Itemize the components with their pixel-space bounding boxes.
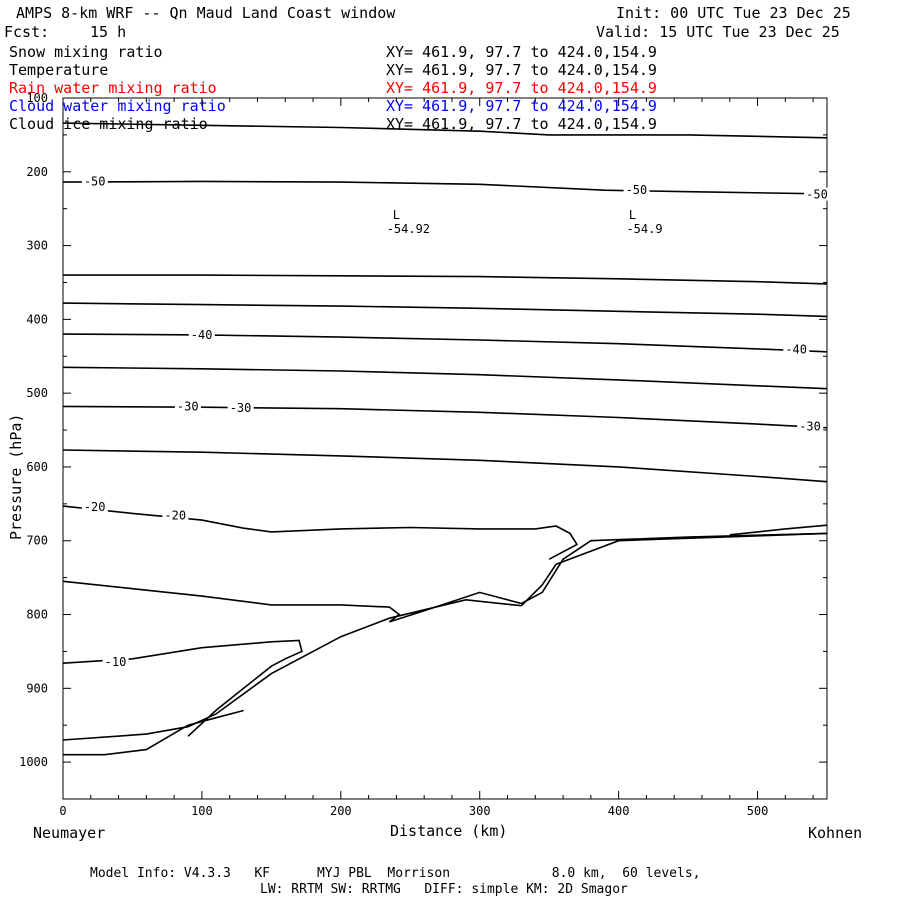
x-tick-label: 0 (59, 804, 66, 818)
low-marker: L (629, 208, 636, 222)
legend-name-cloud-ice: Cloud ice mixing ratio (9, 115, 208, 133)
contour-label-bg (188, 327, 215, 341)
legend-name-rain: Rain water mixing ratio (9, 79, 217, 97)
isotherm-line (62, 639, 303, 737)
y-tick-label: 200 (26, 165, 48, 179)
isotherm-line (62, 505, 579, 560)
legend-xy-snow: XY= 461.9, 97.7 to 424.0,154.9 (386, 43, 657, 61)
contour-label: -50 (84, 174, 106, 188)
contour-label-bg (797, 419, 824, 433)
isotherm-line (62, 449, 828, 483)
y-tick-label: 700 (26, 534, 48, 548)
contour-label-bg (227, 400, 254, 414)
isotherm-line (62, 180, 828, 195)
contour-label: -10 (105, 655, 127, 669)
isotherm-line (63, 709, 244, 756)
contour-label: -20 (84, 500, 106, 514)
low-marker: L (393, 208, 400, 222)
y-tick-label: 600 (26, 460, 48, 474)
contour-label-bg (174, 399, 201, 413)
y-tick-label: 100 (26, 91, 48, 105)
low-value: -54.9 (626, 222, 662, 236)
right-endpoint-label: Kohnen (808, 824, 863, 842)
isotherm-line (62, 122, 828, 139)
isotherm-line (62, 405, 828, 429)
contour-label-bg (804, 187, 831, 201)
contour-label-bg (162, 508, 189, 522)
legend-xy-cloud-water: XY= 461.9, 97.7 to 424.0,154.9 (386, 97, 657, 115)
isotherm-line (62, 366, 828, 390)
chart-title: AMPS 8-km WRF -- Qn Maud Land Coast wind… (16, 4, 396, 22)
contour-label-bg (102, 654, 129, 668)
left-endpoint-label: Neumayer (33, 824, 106, 842)
footer-model-info: Model Info: V4.3.3 KF MYJ PBL Morrison 8… (90, 866, 701, 881)
contour-label: -20 (164, 509, 186, 523)
low-value: -54.92 (387, 222, 430, 236)
legend-name-temperature: Temperature (9, 61, 109, 79)
y-tick-label: 900 (26, 681, 48, 695)
isotherm-line (729, 524, 828, 536)
init-time: Init: 00 UTC Tue 23 Dec 25 (616, 4, 851, 22)
x-tick-label: 200 (330, 804, 352, 818)
contour-label: -40 (191, 328, 213, 342)
contour-label-bg (81, 174, 108, 188)
x-tick-label: 100 (191, 804, 213, 818)
contour-label: -30 (177, 399, 199, 413)
footer-physics-info: LW: RRTM SW: RRTMG DIFF: simple KM: 2D S… (260, 882, 628, 897)
x-tick-label: 400 (608, 804, 630, 818)
forecast-label: Fcst: (4, 23, 50, 41)
legend-xy-temperature: XY= 461.9, 97.7 to 424.0,154.9 (386, 61, 657, 79)
contour-label-bg (783, 342, 810, 356)
y-tick-label: 1000 (19, 755, 48, 769)
isotherm-line (62, 333, 828, 353)
contour-label: -50 (626, 183, 648, 197)
contour-label: -30 (230, 401, 252, 415)
legend-xy-rain: XY= 461.9, 97.7 to 424.0,154.9 (386, 79, 657, 97)
isotherm-line (62, 532, 828, 741)
legend-name-cloud-water: Cloud water mixing ratio (9, 97, 226, 115)
y-tick-label: 500 (26, 386, 48, 400)
legend-name-snow: Snow mixing ratio (9, 43, 163, 61)
valid-time: Valid: 15 UTC Tue 23 Dec 25 (596, 23, 840, 41)
y-tick-label: 800 (26, 608, 48, 622)
isotherm-line (62, 532, 828, 623)
isotherm-line (62, 302, 828, 318)
y-tick-label: 300 (26, 239, 48, 253)
forecast-hour: 15 h (90, 23, 127, 41)
y-tick-label: 400 (26, 312, 48, 326)
contour-label: -50 (806, 188, 828, 202)
x-tick-label: 300 (469, 804, 491, 818)
y-axis-title: Pressure (hPa) (7, 413, 25, 540)
contour-label: -40 (785, 343, 807, 357)
x-axis-title: Distance (km) (390, 822, 508, 840)
isotherm-line (63, 274, 828, 285)
contour-label-bg (623, 183, 650, 197)
x-tick-label: 500 (747, 804, 769, 818)
contour-label: -30 (799, 419, 821, 433)
contour-label-bg (81, 499, 108, 513)
plot-frame (62, 97, 828, 800)
